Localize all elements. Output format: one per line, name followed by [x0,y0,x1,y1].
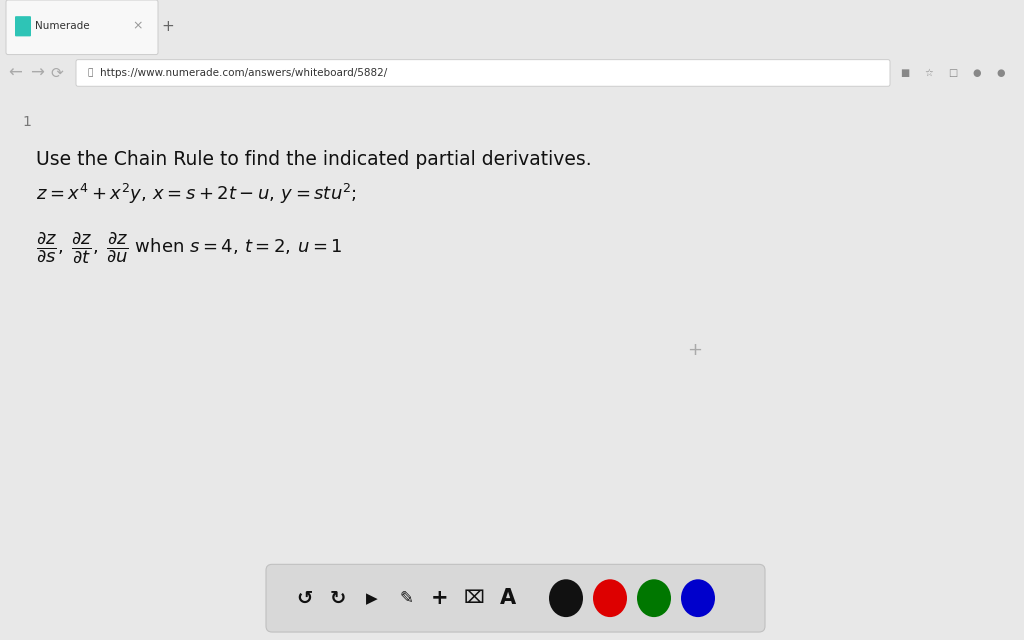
Text: Numerade: Numerade [35,21,90,31]
Text: 🔒: 🔒 [88,68,93,77]
Text: $z = x^4 + x^2y,\, x = s + 2t - u,\, y = stu^2;$: $z = x^4 + x^2y,\, x = s + 2t - u,\, y =… [36,182,356,207]
Text: 1: 1 [22,115,31,129]
Text: ×: × [133,20,143,33]
Text: ☆: ☆ [925,68,933,78]
FancyBboxPatch shape [266,564,765,632]
Text: A: A [500,588,516,608]
Text: ●: ● [996,68,1006,78]
Text: ←: ← [8,64,22,82]
Text: Use the Chain Rule to find the indicated partial derivatives.: Use the Chain Rule to find the indicated… [36,150,592,170]
Ellipse shape [549,579,583,617]
Ellipse shape [637,579,671,617]
Text: ⌧: ⌧ [464,589,484,607]
Text: +: + [431,588,449,608]
Text: →: → [30,64,44,82]
Text: ■: ■ [900,68,909,78]
Text: ⟳: ⟳ [50,65,63,81]
FancyBboxPatch shape [76,60,890,86]
FancyBboxPatch shape [15,16,31,36]
Text: https://www.numerade.com/answers/whiteboard/5882/: https://www.numerade.com/answers/whitebo… [100,68,387,78]
Text: ↺: ↺ [296,589,312,608]
Text: ↻: ↻ [330,589,346,608]
FancyBboxPatch shape [6,0,158,54]
Ellipse shape [681,579,715,617]
Text: $\dfrac{\partial z}{\partial s},\; \dfrac{\partial z}{\partial t},\; \dfrac{\par: $\dfrac{\partial z}{\partial s},\; \dfra… [36,230,342,265]
Text: ✎: ✎ [399,589,413,607]
Text: □: □ [948,68,957,78]
Text: +: + [687,341,702,360]
Text: +: + [162,19,174,34]
Ellipse shape [593,579,627,617]
Text: ●: ● [973,68,981,78]
Text: ▶: ▶ [367,591,378,605]
